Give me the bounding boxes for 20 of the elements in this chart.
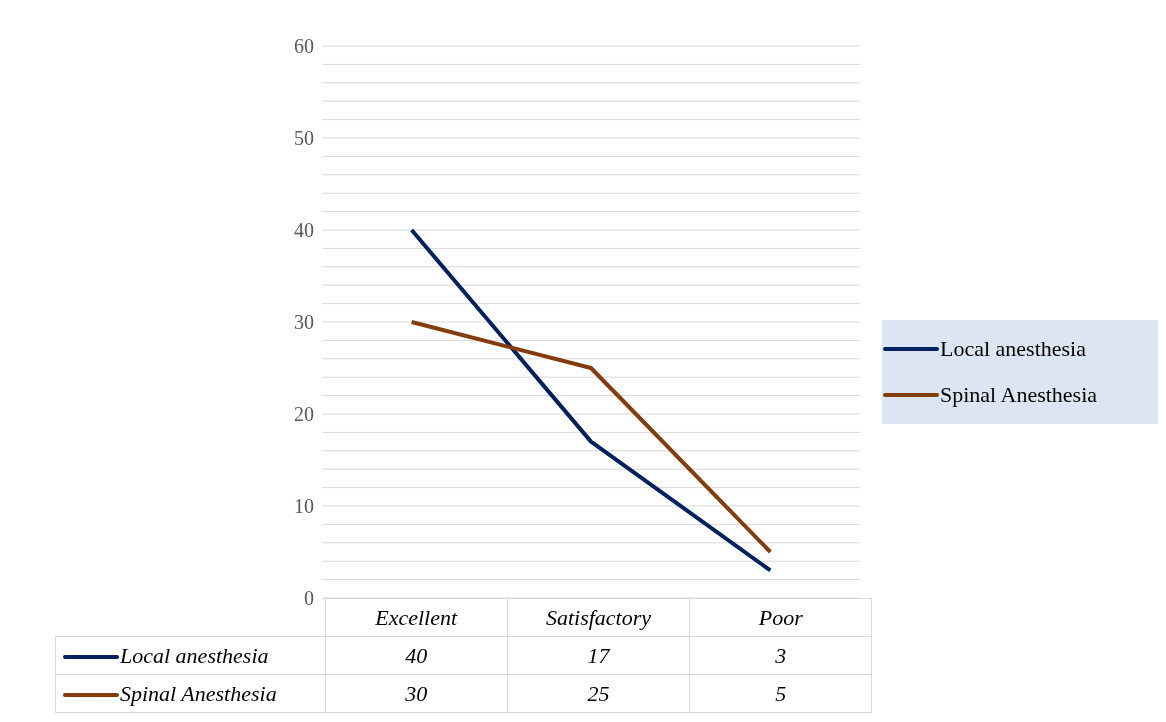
y-tick-label: 10 <box>294 495 314 518</box>
y-tick-label: 0 <box>304 587 314 610</box>
text: Spinal Anesthesia <box>120 680 277 706</box>
y-tick-label: 60 <box>294 35 314 58</box>
y-tick-label: 40 <box>294 219 314 242</box>
data-label: 40 <box>325 636 508 675</box>
x-tick-label: Poor <box>689 598 872 637</box>
y-tick-label: 30 <box>294 311 314 334</box>
data-label: 25 <box>507 674 690 713</box>
data-label: 17 <box>507 636 690 675</box>
x-tick-label: Excellent <box>325 598 508 637</box>
x-tick-label: Satisfactory <box>507 598 690 637</box>
data-label: 5 <box>689 674 872 713</box>
y-tick-label: 20 <box>294 403 314 426</box>
y-tick-label: 50 <box>294 127 314 150</box>
legend-label: Local anesthesia <box>120 642 269 668</box>
data-label: 3 <box>689 636 872 675</box>
text: Local anesthesia <box>940 336 1086 361</box>
data-label: 30 <box>325 674 508 713</box>
legend-label: Spinal Anesthesia <box>940 382 1098 408</box>
